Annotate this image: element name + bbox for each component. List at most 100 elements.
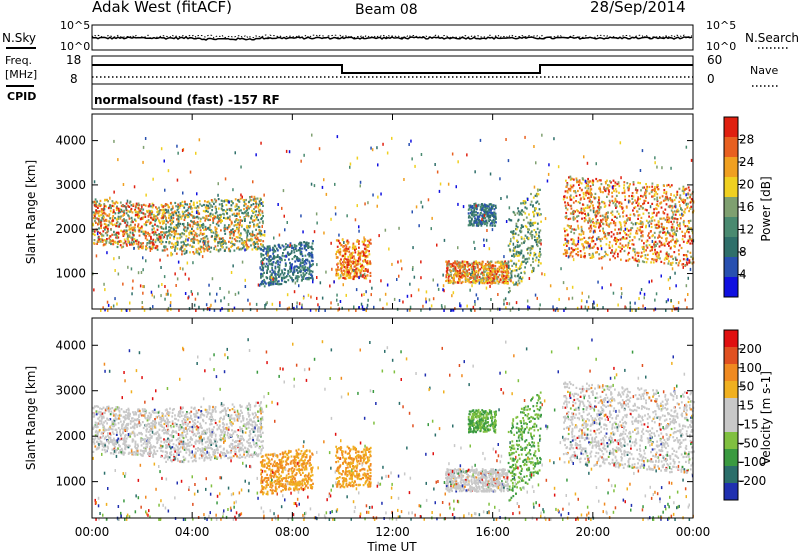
echo-cell	[232, 202, 234, 205]
echo-cell	[300, 253, 303, 256]
echo-cell	[602, 201, 605, 204]
echo-cell	[334, 206, 337, 210]
echo-cell	[653, 194, 656, 197]
echo-cell	[206, 249, 209, 252]
echo-cell	[253, 225, 255, 228]
echo-cell	[485, 220, 487, 223]
echo-cell	[660, 241, 663, 244]
echo-cell	[534, 259, 537, 262]
echo-cell	[447, 277, 450, 280]
echo-cell	[642, 245, 645, 248]
echo-cell	[127, 214, 129, 217]
echo-cell	[238, 212, 240, 215]
echo-cell	[222, 239, 225, 242]
echo-cell	[111, 204, 114, 207]
echo-cell	[634, 253, 637, 257]
echo-cell	[364, 239, 367, 242]
echo-cell	[272, 252, 275, 255]
echo-cell	[583, 246, 585, 249]
echo-cell	[230, 204, 233, 207]
echo-cell	[397, 260, 399, 264]
echo-cell	[166, 248, 169, 251]
echo-cell	[622, 237, 624, 240]
echo-cell	[589, 225, 592, 228]
echo-cell	[589, 180, 591, 183]
echo-cell	[498, 274, 501, 277]
echo-cell	[501, 281, 504, 284]
echo-cell	[602, 227, 604, 230]
echo-cell	[191, 233, 194, 236]
echo-cell	[656, 165, 658, 169]
echo-cell	[470, 223, 473, 226]
echo-cell	[265, 250, 268, 254]
echo-cell	[214, 245, 217, 248]
echo-cell	[270, 274, 273, 277]
echo-cell	[610, 181, 612, 184]
echo-cell	[143, 232, 145, 236]
echo-cell	[635, 229, 638, 233]
echo-cell	[491, 207, 493, 210]
echo-cell	[651, 185, 654, 188]
echo-cell	[580, 228, 583, 231]
echo-cell	[122, 230, 125, 233]
echo-cell	[338, 277, 340, 280]
echo-cell	[654, 207, 657, 210]
echo-cell	[580, 254, 582, 257]
echo-cell	[246, 208, 249, 211]
echo-cell	[666, 197, 669, 200]
echo-cell	[614, 221, 617, 225]
echo-cell	[100, 233, 103, 236]
echo-cell	[489, 284, 491, 288]
echo-cell	[473, 203, 476, 206]
echo-cell	[294, 254, 297, 258]
echo-cell	[346, 266, 349, 269]
echo-cell	[598, 224, 601, 227]
echo-cell	[247, 245, 250, 249]
echo-cell	[593, 301, 595, 305]
echo-cell	[204, 240, 207, 243]
echo-cell	[182, 244, 185, 247]
echo-cell	[594, 214, 597, 217]
echo-cell	[165, 223, 167, 226]
echo-cell	[158, 240, 161, 244]
echo-cell	[122, 183, 125, 186]
echo-cell	[340, 271, 343, 274]
echo-cell	[164, 204, 167, 207]
echo-cell	[657, 226, 660, 229]
echo-cell	[621, 191, 624, 195]
echo-cell	[459, 304, 461, 308]
echo-cell	[257, 242, 259, 245]
echo-cell	[185, 229, 188, 232]
echo-cell	[119, 222, 121, 225]
echo-cell	[270, 280, 273, 284]
echo-cell	[349, 162, 352, 166]
echo-cell	[196, 235, 198, 238]
echo-cell	[646, 209, 648, 212]
echo-cell	[269, 278, 272, 281]
echo-cell	[627, 229, 630, 232]
echo-cell	[138, 234, 141, 237]
echo-cell	[321, 185, 324, 189]
echo-cell	[505, 276, 508, 279]
echo-cell	[97, 206, 99, 209]
echo-cell	[316, 221, 318, 225]
echo-cell	[308, 246, 311, 249]
echo-cell	[593, 245, 595, 248]
echo-cell	[339, 300, 342, 303]
echo-cell	[123, 213, 125, 216]
echo-cell	[678, 196, 681, 199]
echo-cell	[252, 180, 254, 184]
echo-cell	[593, 196, 595, 199]
echo-cell	[245, 231, 248, 234]
echo-cell	[605, 213, 608, 216]
echo-cell	[145, 221, 147, 224]
echo-cell	[640, 288, 643, 291]
echo-cell	[475, 279, 477, 283]
echo-cell	[311, 254, 314, 257]
echo-cell	[653, 231, 656, 234]
echo-cell	[609, 222, 612, 225]
echo-cell	[214, 215, 217, 219]
echo-cell	[485, 278, 488, 281]
echo-cell	[171, 253, 174, 256]
echo-cell	[308, 271, 311, 274]
